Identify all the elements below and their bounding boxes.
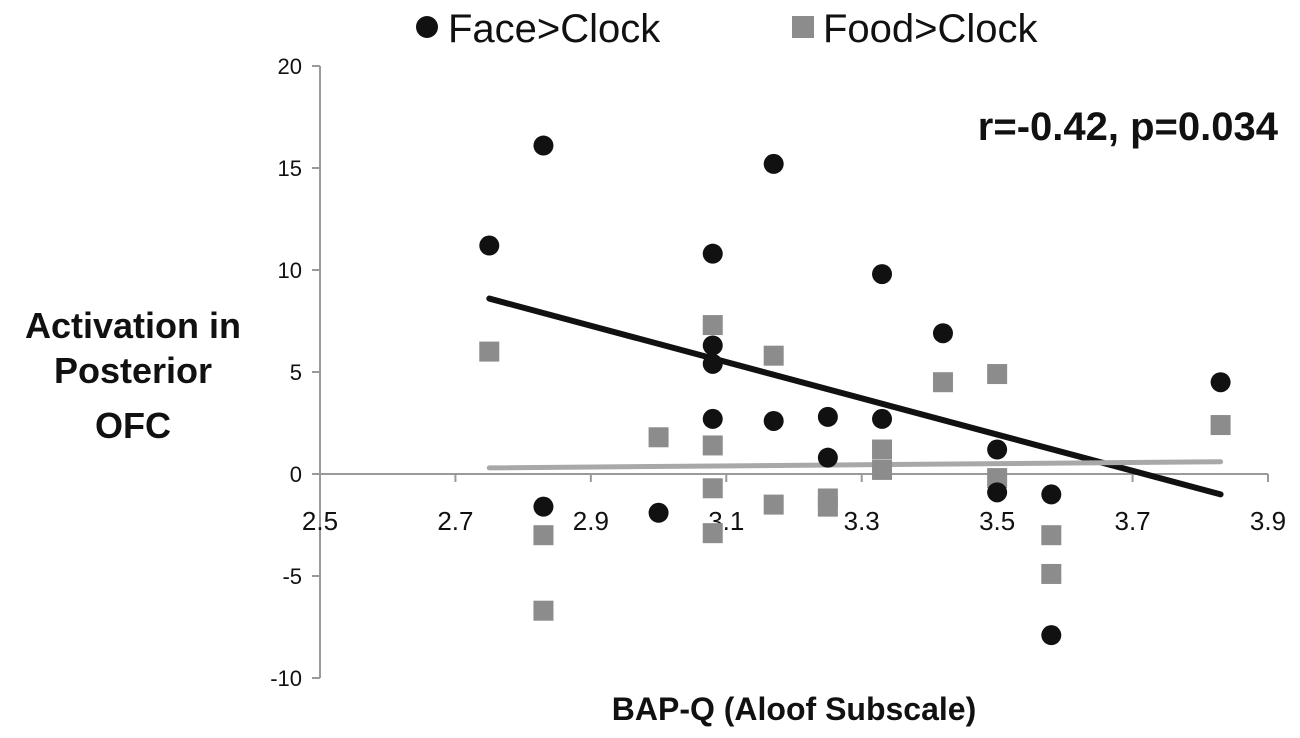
- correlation-annotation: r=-0.42, p=0.034: [978, 105, 1279, 149]
- y-tick-label: 10: [278, 258, 302, 283]
- trendline-food: [486, 459, 1224, 471]
- point-face: [648, 502, 669, 523]
- point-food: [1041, 563, 1062, 584]
- legend-marker-face: [416, 16, 438, 38]
- point-face: [763, 153, 784, 174]
- point-food: [1041, 525, 1062, 546]
- trendlines: [486, 295, 1224, 498]
- point-face: [817, 447, 838, 468]
- x-tick-label: 3.3: [844, 506, 880, 536]
- point-food: [987, 364, 1008, 385]
- x-tick-label: 3.7: [1114, 506, 1150, 536]
- point-face: [533, 496, 554, 517]
- point-face: [702, 353, 723, 374]
- point-face: [479, 235, 500, 256]
- y-axis-label-line-2: Posterior: [54, 350, 212, 391]
- point-face: [702, 408, 723, 429]
- point-food: [932, 372, 953, 393]
- point-food: [872, 439, 893, 460]
- data-points: [479, 135, 1231, 646]
- point-face: [1041, 625, 1062, 646]
- y-axis-label-line-3: OFC: [95, 405, 171, 446]
- legend-label-food: Food>Clock: [823, 7, 1039, 51]
- point-food: [702, 435, 723, 456]
- y-tick-label: 20: [278, 54, 302, 79]
- x-tick-label: 2.9: [573, 506, 609, 536]
- point-face: [987, 482, 1008, 503]
- x-tick-label: 3.9: [1250, 506, 1286, 536]
- point-food: [1210, 415, 1231, 436]
- point-food: [533, 525, 554, 546]
- legend: Face>Clock Food>Clock: [416, 7, 1039, 51]
- x-tick-label: 2.7: [437, 506, 473, 536]
- point-food: [987, 468, 1008, 489]
- legend-marker-food: [792, 16, 814, 38]
- point-face: [872, 264, 893, 285]
- point-face: [932, 323, 953, 344]
- y-tick-label: -10: [270, 666, 302, 691]
- y-tick-label: -5: [282, 564, 302, 589]
- point-food: [763, 494, 784, 515]
- y-axis-label-line-1: Activation in: [25, 305, 241, 346]
- point-face: [702, 243, 723, 264]
- legend-label-face: Face>Clock: [448, 7, 661, 51]
- x-axis-label: BAP-Q (Aloof Subscale): [612, 691, 976, 727]
- point-food: [817, 496, 838, 517]
- point-face: [702, 335, 723, 356]
- point-food: [702, 523, 723, 544]
- y-tick-label: 0: [290, 462, 302, 487]
- point-food: [763, 345, 784, 366]
- point-face: [763, 410, 784, 431]
- point-face: [872, 408, 893, 429]
- y-tick-label: 15: [278, 156, 302, 181]
- point-food: [702, 478, 723, 499]
- x-tick-label: 2.5: [302, 506, 338, 536]
- point-face: [817, 406, 838, 427]
- point-food: [533, 600, 554, 621]
- point-food: [702, 315, 723, 336]
- axes: [312, 65, 1269, 679]
- y-tick-label: 5: [290, 360, 302, 385]
- x-tick-label: 3.5: [979, 506, 1015, 536]
- point-face: [987, 439, 1008, 460]
- point-food: [872, 459, 893, 480]
- point-food: [479, 341, 500, 362]
- x-tick-labels: 2.5 2.7 2.9 3.1 3.3 3.5 3.7 3.9: [302, 506, 1286, 536]
- point-face: [1041, 484, 1062, 505]
- point-food: [648, 427, 669, 448]
- point-face: [1210, 372, 1231, 393]
- y-tick-labels: 20 15 10 5 0 -5 -10: [270, 54, 302, 691]
- point-face: [533, 135, 554, 156]
